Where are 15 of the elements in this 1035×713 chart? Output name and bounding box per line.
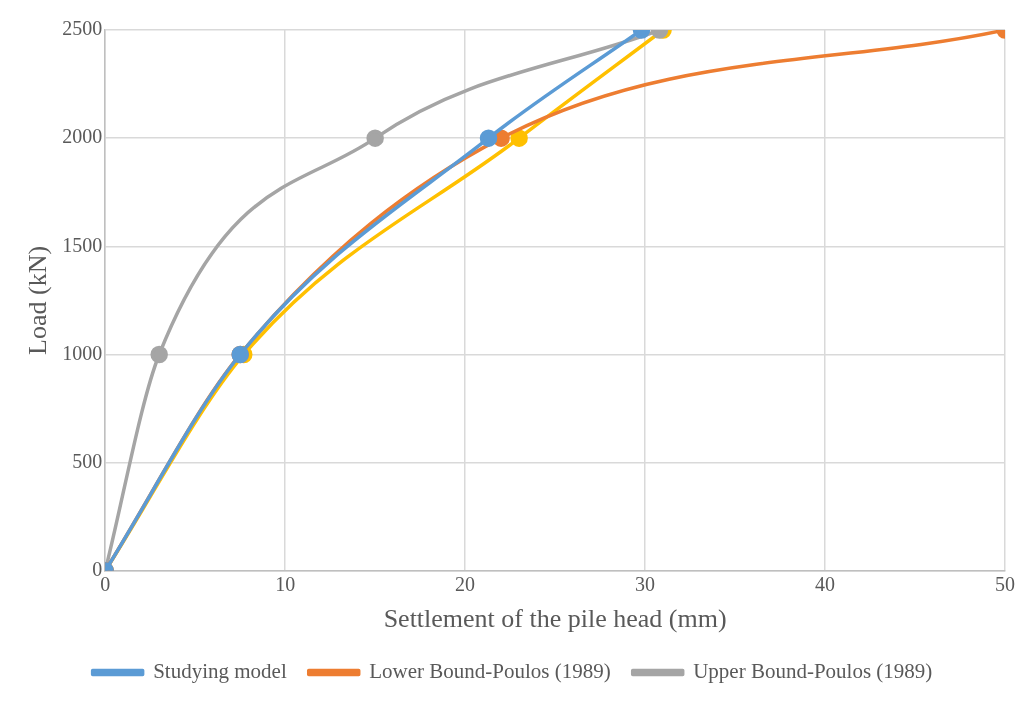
legend-label: Studying model [153,659,287,684]
y-tick-label: 1500 [62,233,103,256]
y-tick-label: 2000 [62,125,103,148]
x-tick-label: 40 [815,573,836,596]
y-tick-label: 1000 [62,341,103,364]
x-tick-label: 10 [275,573,296,596]
y-axis-title: Load (kN) [23,245,53,355]
y-tick-label: 2500 [62,17,103,40]
legend-label: Lower Bound-Poulos (1989) [369,659,611,684]
legend-label: Upper Bound-Poulos (1989) [693,659,933,684]
x-tick-label: 50 [995,573,1015,596]
x-tick-label: 30 [635,573,656,596]
y-tick-label: 500 [72,449,103,472]
x-axis-title: Settlement of the pile head (mm) [383,604,727,634]
x-tick-label: 20 [455,573,476,596]
